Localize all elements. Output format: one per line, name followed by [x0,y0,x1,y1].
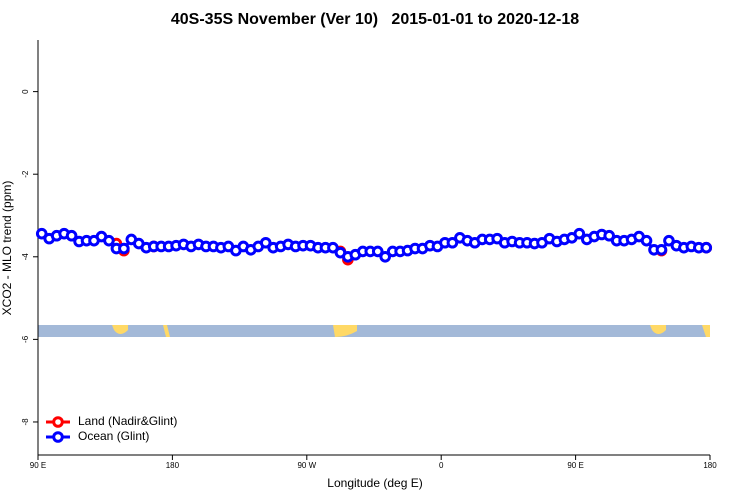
point [663,234,675,247]
point [379,250,392,263]
point [371,245,384,258]
map-strip-ocean [38,325,710,337]
x-tick-label: 90 W [297,461,316,470]
point [118,242,130,255]
point [35,227,48,240]
x-axis-label: Longitude (deg E) [327,476,422,490]
y-tick-label: 0 [21,89,30,94]
point [446,236,459,249]
y-tick-label: -6 [21,335,30,343]
legend-marker [52,416,64,428]
chart-title: 40S-35S November (Ver 10) 2015-01-01 to … [171,11,579,28]
y-tick-label: -2 [21,170,30,178]
point [327,241,339,254]
y-tick-label: -8 [21,418,30,426]
x-tick-label: 90 E [567,461,583,470]
legend-label: Ocean (Glint) [78,429,149,443]
point [573,227,586,240]
x-tick-label: 0 [439,461,444,470]
x-tick-label: 90 E [30,461,46,470]
y-axis-label: XCO2 - MLO trend (ppm) [0,181,14,316]
point [640,234,653,247]
point [603,229,616,242]
point [259,236,272,249]
point [65,229,78,242]
x-tick-label: 180 [703,461,717,470]
legend-marker [52,431,64,443]
legend-label: Land (Nadir&Glint) [78,414,177,428]
point [655,243,668,256]
point [700,241,713,254]
y-tick-label: -4 [21,253,30,261]
point [103,234,115,247]
x-tick-label: 180 [166,461,180,470]
